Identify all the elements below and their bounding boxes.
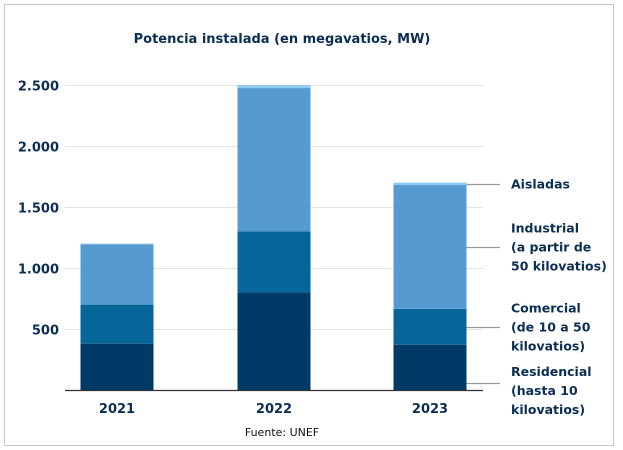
bar-segment-2023-4 [393,182,467,186]
legend-label: Industrial [511,221,579,236]
legend-label: 50 kilovatios) [511,259,607,274]
bar-segment-2023-2 [393,308,467,345]
y-axis-ticks: 500 1.000 1.500 2.000 2.500 [18,80,59,339]
y-tick-label: 1.000 [18,263,59,278]
x-tick-label: 2022 [256,402,292,417]
y-tick-label: 2.500 [18,80,59,95]
bars [80,85,467,390]
bar-segment-2021-4 [80,243,154,245]
chart-title: Potencia instalada (en megavatios, MW) [134,32,431,47]
legend-label: Aisladas [511,177,570,192]
bar-segment-2023-1 [393,344,467,390]
legend-label: Comercial [511,301,581,316]
x-axis-ticks: 2021 2022 2023 [99,402,448,417]
x-tick-label: 2023 [412,402,448,417]
bar-segment-2022-3 [237,88,311,232]
legend-label: (de 10 a 50 [511,320,591,335]
y-tick-label: 500 [32,324,59,339]
x-tick-label: 2021 [99,402,135,417]
bar-segment-2021-2 [80,304,154,344]
source-note: Fuente: UNEF [245,426,319,439]
legend-label: kilovatios) [511,402,585,417]
y-tick-label: 1.500 [18,202,59,217]
bar-segment-2022-4 [237,85,311,89]
legend-label: (hasta 10 [511,383,578,398]
legend-label: (a partir de [511,240,591,255]
bar-segment-2022-2 [237,231,311,293]
bar-segment-2022-1 [237,292,311,390]
bar-segment-2023-3 [393,185,467,309]
bar-segment-2021-3 [80,244,154,305]
legend-label: Residencial [511,364,592,379]
bar-segment-2021-1 [80,343,154,390]
y-tick-label: 2.000 [18,141,59,156]
legend: Residencial (hasta 10 kilovatios) Comercial… [466,177,607,417]
legend-label: kilovatios) [511,339,585,354]
